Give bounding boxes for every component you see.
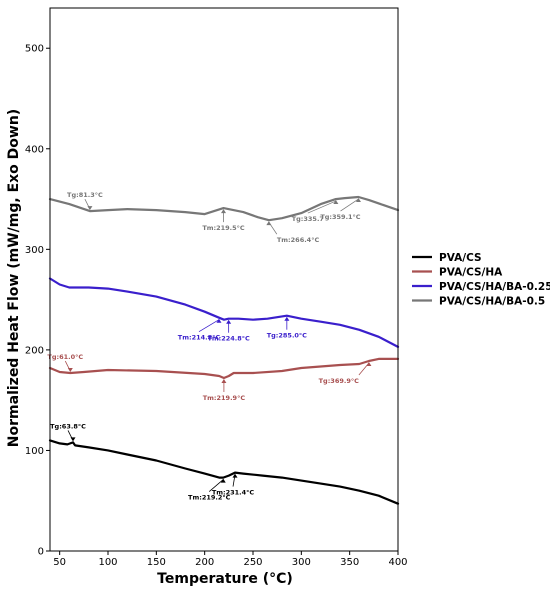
annotation-arrow: [340, 198, 359, 212]
annotation-arrow: [198, 319, 220, 333]
y-tick-label: 0: [38, 547, 44, 558]
annotation-label: Tg:61.0°C: [47, 353, 83, 361]
x-tick-label: 200: [195, 557, 214, 568]
x-tick-label: 150: [147, 557, 166, 568]
x-tick-label: 350: [340, 557, 359, 568]
annotation-label: Tm:266.4°C: [277, 236, 320, 244]
annotation-arrowhead: [67, 368, 73, 373]
annotation-label: Tg:63.8°C: [50, 422, 86, 430]
annotation-arrowhead: [366, 361, 372, 366]
annotation-label: Tm:219.5°C: [202, 224, 245, 232]
annotation-arrowhead: [226, 319, 232, 324]
annotation-label: Tm:231.4°C: [212, 489, 255, 497]
y-axis-title: Normalized Heat Flow (mW/mg, Exo Down): [6, 109, 22, 447]
annotation-arrowhead: [221, 379, 227, 384]
x-tick-label: 300: [292, 557, 311, 568]
legend-entry-3: PVA/CS/HA/BA-0.5: [439, 296, 545, 308]
y-tick-label: 200: [25, 345, 44, 356]
series-line-0: [48, 439, 400, 505]
annotation-arrowhead: [355, 198, 361, 203]
annotation-arrowhead: [266, 221, 272, 226]
annotation-arrowhead: [70, 437, 76, 442]
x-tick-label: 400: [388, 557, 407, 568]
plot-frame: [49, 7, 399, 552]
series-line-2: [48, 277, 400, 348]
annotation-label: Tm:224.8°C: [207, 335, 250, 343]
x-tick-label: 100: [98, 557, 117, 568]
x-tick-label: 50: [53, 557, 66, 568]
legend-entry-1: PVA/CS/HA: [439, 267, 503, 279]
annotation-label: Tg:335.7: [292, 215, 324, 223]
axes-layer: 50 100 150 200 250 300 350 400 0 100 200 300 400 500: [25, 7, 408, 568]
annotation-label: Tg:369.9°C: [319, 377, 359, 385]
legend: PVA/CS PVA/CS/HA PVA/CS/HA/BA-0.25 PVA/CS/H…: [412, 252, 550, 308]
y-tick-label: 300: [25, 245, 44, 256]
annotation-arrowhead: [232, 473, 238, 478]
y-tick-label: 100: [25, 446, 44, 457]
series-line-1: [48, 357, 400, 380]
annotation-arrowhead: [284, 316, 290, 321]
legend-entry-0: PVA/CS: [439, 252, 482, 264]
annotation-label: Tm:219.2°C: [188, 494, 231, 502]
annotation-arrowhead: [220, 478, 226, 483]
annotation-label: Tg:81.3°C: [67, 191, 103, 199]
annotation-arrowhead: [333, 200, 339, 205]
annotation-label: Tg:359.1°C: [320, 213, 360, 221]
y-tick-label: 400: [25, 144, 44, 155]
x-tick-label: 250: [243, 557, 262, 568]
legend-entry-2: PVA/CS/HA/BA-0.25: [439, 281, 550, 293]
annotation-arrowhead: [216, 318, 222, 323]
annotation-label: Tm:214.8°C: [178, 334, 221, 342]
annotation-label: Tm:219.9°C: [203, 394, 246, 402]
annotation-arrow: [208, 479, 224, 492]
y-tick-label: 500: [25, 44, 44, 55]
annotation-arrowhead: [87, 206, 93, 211]
annotation-arrow: [307, 200, 337, 214]
annotation-arrowhead: [221, 209, 227, 214]
annotation-label: Tg:285.0°C: [267, 332, 307, 340]
x-axis-title: Temperature (°C): [157, 571, 293, 587]
series-line-3: [48, 195, 400, 222]
plot-layer: Tg:63.8°C Tm:219.2°CTm:231.4°C Tg:61.0°C Tm…: [47, 191, 400, 505]
